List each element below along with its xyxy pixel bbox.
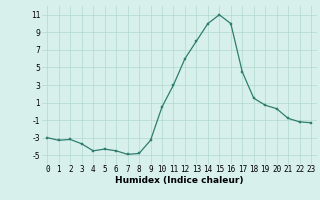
X-axis label: Humidex (Indice chaleur): Humidex (Indice chaleur) [115, 176, 244, 185]
